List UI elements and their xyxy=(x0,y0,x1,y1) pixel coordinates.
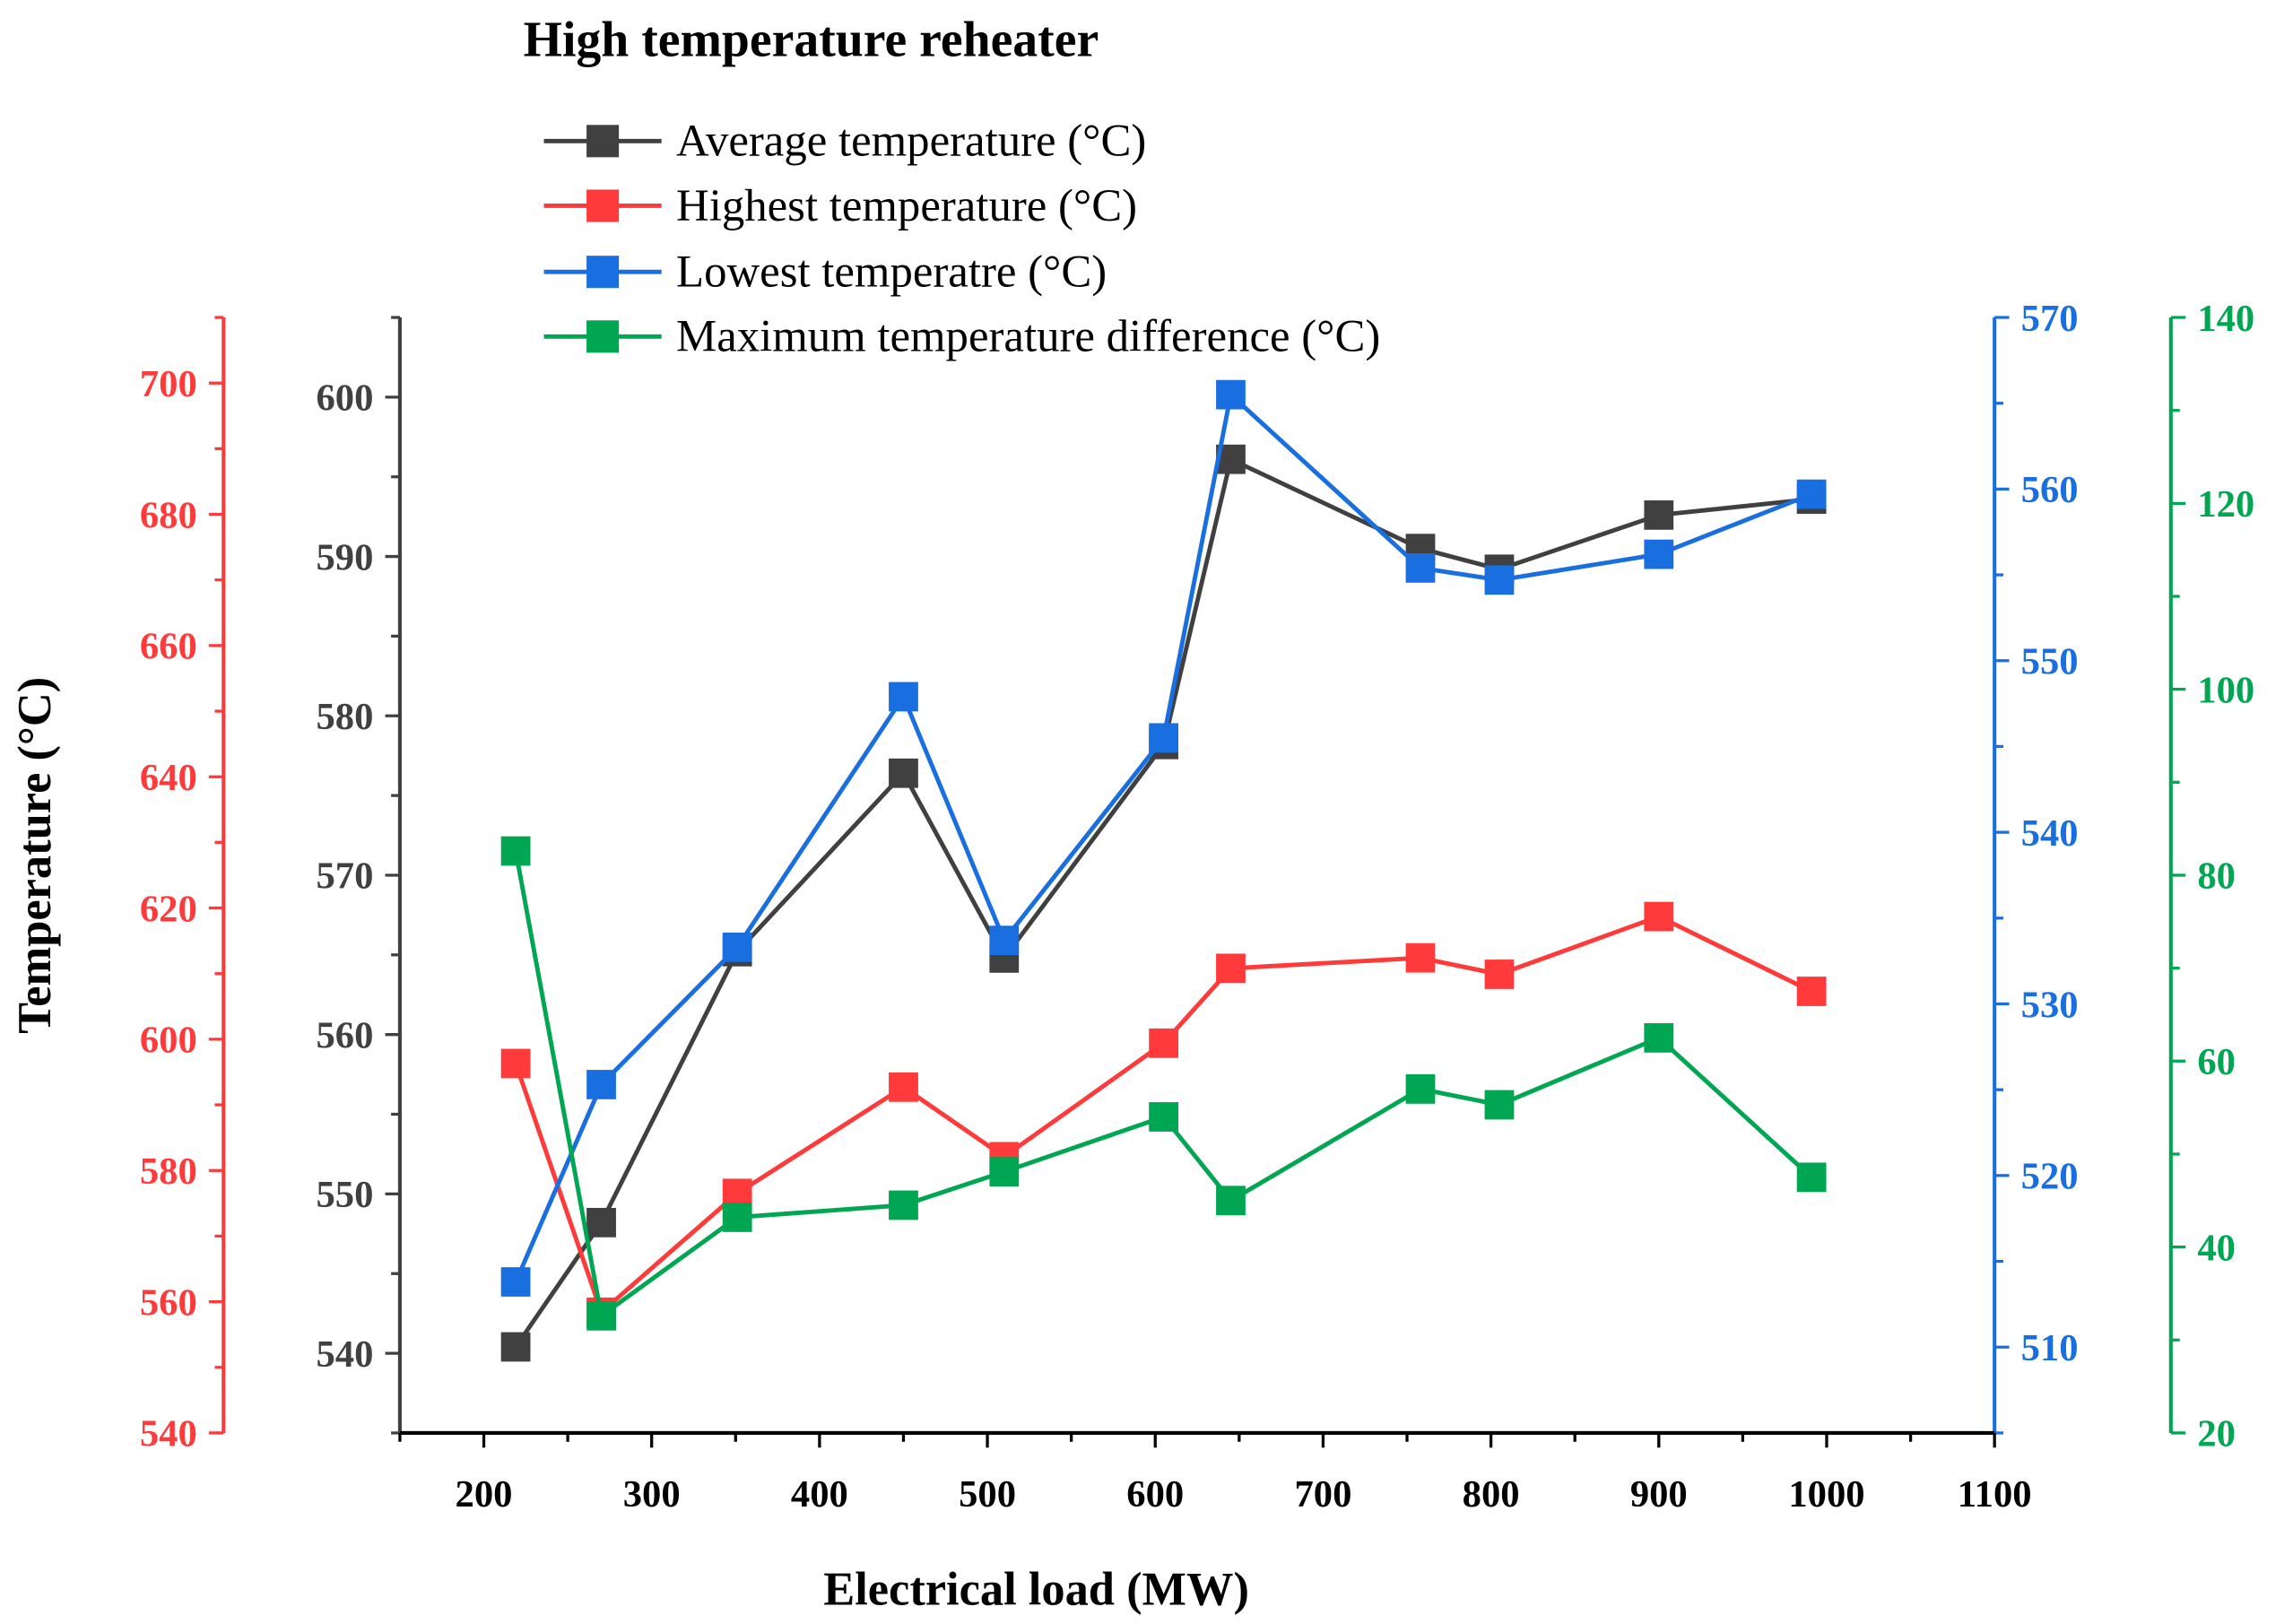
y-tick-label-black: 580 xyxy=(317,696,374,738)
y-tick-label-black: 600 xyxy=(317,378,374,420)
data-point-green xyxy=(722,1203,752,1232)
y-tick-label-blue: 550 xyxy=(2021,641,2079,683)
legend-entry-difference: Maximum temperature difference (°C) xyxy=(543,311,1380,361)
chart-title: High temperature reheater xyxy=(524,12,1099,67)
y-tick-label-blue: 520 xyxy=(2021,1156,2079,1198)
y-tick-label-green: 20 xyxy=(2197,1413,2236,1455)
data-point-green xyxy=(989,1157,1020,1187)
data-point-black xyxy=(1644,499,1674,530)
legend-label: Average temperature (°C) xyxy=(676,116,1146,166)
legend: Average temperature (°C) Highest tempera… xyxy=(543,116,1380,361)
data-point-green xyxy=(1216,1185,1246,1216)
y-tick-label-red: 580 xyxy=(140,1151,197,1193)
y-tick-label-black: 550 xyxy=(317,1174,374,1216)
y-tick-label-black: 560 xyxy=(317,1014,374,1056)
y-tick-label-green: 40 xyxy=(2197,1227,2236,1269)
data-point-blue xyxy=(989,925,1020,956)
y-tick-label-black: 570 xyxy=(317,855,374,898)
legend-label: Lowest temperatre (°C) xyxy=(676,247,1107,297)
y-tick-label-blue: 510 xyxy=(2021,1327,2079,1369)
data-point-blue xyxy=(1149,723,1178,753)
data-point-green xyxy=(586,1300,616,1331)
x-tick-label: 1000 xyxy=(1788,1473,1864,1515)
y-tick-label-green: 60 xyxy=(2197,1041,2236,1083)
data-point-green xyxy=(1644,1022,1674,1053)
y-axis-label: Temperature (°C) xyxy=(9,677,61,1034)
series-line-green xyxy=(513,850,1813,1320)
y-tick-label-green: 80 xyxy=(2197,855,2236,898)
legend-entry-highest: Highest temperature (°C) xyxy=(543,180,1137,230)
x-tick-label: 900 xyxy=(1630,1473,1688,1515)
data-point-green xyxy=(1796,1162,1827,1193)
y-tick-label-red: 560 xyxy=(140,1281,197,1324)
data-point-green xyxy=(1149,1102,1178,1132)
data-point-blue xyxy=(1216,379,1246,410)
data-point-red xyxy=(1644,901,1674,932)
data-point-red xyxy=(1149,1028,1178,1058)
axes: 540 550 560 570 580 590 600 540 560 580 600 620 640 6… xyxy=(140,298,2254,1515)
x-tick-label: 700 xyxy=(1294,1473,1351,1515)
y-tick-label-red: 660 xyxy=(140,626,197,668)
y-tick-label-red: 640 xyxy=(140,757,197,799)
y-tick-label-blue: 570 xyxy=(2021,298,2079,340)
y-tick-label-green: 100 xyxy=(2197,669,2254,711)
data-point-red xyxy=(500,1048,531,1079)
data-point-red xyxy=(889,1072,918,1102)
data-point-blue xyxy=(1484,565,1515,595)
y-tick-label-red: 620 xyxy=(140,888,197,930)
series-group xyxy=(500,379,1827,1362)
x-tick-label: 1100 xyxy=(1958,1473,2032,1515)
x-tick-label: 400 xyxy=(791,1473,848,1515)
y-tick-label-red: 600 xyxy=(140,1020,197,1062)
y-tick-label-green: 120 xyxy=(2197,483,2254,525)
y-tick-label-blue: 530 xyxy=(2021,984,2079,1026)
y-tick-label-red: 540 xyxy=(140,1413,197,1455)
x-axis-label: Electrical load (MW) xyxy=(823,1564,1249,1616)
data-point-blue xyxy=(1796,479,1827,509)
y-tick-label-red: 700 xyxy=(140,363,197,405)
data-point-red xyxy=(1796,977,1827,1006)
x-tick-label: 300 xyxy=(623,1473,681,1515)
data-point-blue xyxy=(722,932,752,962)
legend-label: Highest temperature (°C) xyxy=(676,180,1137,230)
x-tick-label: 800 xyxy=(1463,1473,1520,1515)
x-tick-label: 200 xyxy=(456,1473,513,1515)
data-point-green xyxy=(1484,1090,1515,1120)
data-point-blue xyxy=(1644,539,1674,569)
y-tick-label-red: 680 xyxy=(140,494,197,536)
y-tick-label-blue: 540 xyxy=(2021,812,2079,855)
data-point-black xyxy=(586,1207,616,1238)
data-point-green xyxy=(889,1190,918,1220)
data-point-green xyxy=(500,836,531,866)
legend-entry-lowest: Lowest temperatre (°C) xyxy=(543,247,1107,297)
data-point-black xyxy=(500,1332,531,1362)
data-point-blue xyxy=(889,682,918,712)
y-tick-label-green: 140 xyxy=(2197,298,2254,340)
data-point-black xyxy=(889,758,918,788)
data-point-red xyxy=(1484,960,1515,989)
legend-label: Maximum temperature difference (°C) xyxy=(676,311,1380,361)
data-point-blue xyxy=(586,1070,616,1099)
x-tick-label: 500 xyxy=(959,1473,1016,1515)
data-point-blue xyxy=(1405,553,1436,583)
series-line-black xyxy=(514,456,1812,1349)
y-tick-label-blue: 560 xyxy=(2021,469,2079,511)
data-point-red xyxy=(1405,942,1436,973)
x-tick-label: 600 xyxy=(1126,1473,1184,1515)
y-tick-label-black: 590 xyxy=(317,536,374,578)
data-point-red xyxy=(1216,953,1246,984)
y-tick-label-black: 540 xyxy=(317,1333,374,1376)
data-point-blue xyxy=(500,1267,531,1297)
legend-entry-average: Average temperature (°C) xyxy=(543,116,1146,166)
data-point-green xyxy=(1405,1074,1436,1104)
